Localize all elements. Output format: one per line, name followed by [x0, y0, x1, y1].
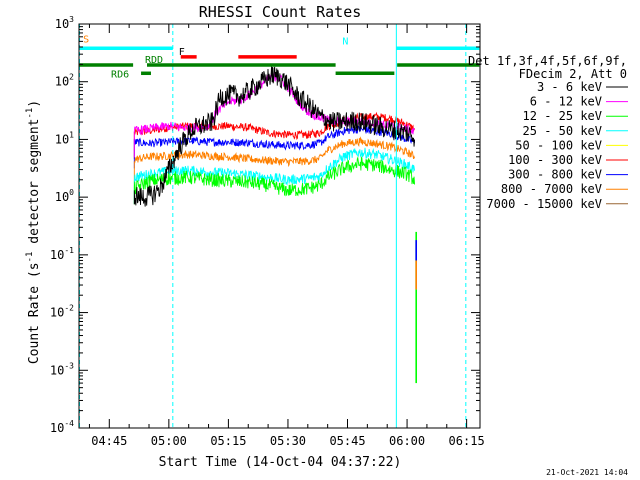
plot-frame: [78, 23, 481, 429]
x-tick-label: 06:00: [389, 434, 425, 448]
series-line-12-25-kev: [133, 156, 416, 205]
legend-entry-label: 6 - 12 keV: [530, 95, 602, 109]
legend-entry-label: 12 - 25 keV: [523, 109, 602, 123]
x-axis-label: Start Time (14-Oct-04 04:37:22): [159, 455, 402, 470]
flag-label-rdd: RDD: [145, 55, 163, 66]
series-line-800-7000-kev: [133, 136, 415, 186]
x-tick-label: 05:15: [210, 434, 246, 448]
flag-label-n: N: [342, 36, 348, 47]
flag-label-s: S: [83, 34, 89, 45]
x-tick-label: 05:30: [270, 434, 306, 448]
legend-entry-label: 3 - 6 keV: [537, 80, 602, 94]
y-axis-label: Count Rate (s-1 detector segment-1): [25, 100, 42, 364]
legend-entry-label: 100 - 300 keV: [508, 153, 602, 167]
legend-entry-label: 50 - 100 keV: [515, 138, 602, 152]
series-line-3-6-kev: [133, 65, 416, 207]
x-tick-label: 05:45: [329, 434, 365, 448]
chart-title: RHESSI Count Rates: [199, 3, 362, 21]
x-tick-label: 05:00: [151, 434, 187, 448]
legend: Det 1f,3f,4f,5f,6f,9f,FDecim 2, Att 03 -…: [468, 54, 628, 211]
legend-header-line-1: Det 1f,3f,4f,5f,6f,9f,: [468, 54, 627, 68]
plot-area: S N F RDD RD6: [79, 24, 480, 428]
legend-entry-label: 7000 - 15000 keV: [486, 197, 602, 211]
legend-header-line-2: FDecim 2, Att 0: [519, 67, 627, 81]
flag-label-f: F: [179, 47, 185, 58]
legend-entry-label: 300 - 800 keV: [508, 168, 602, 182]
x-tick-label: 06:15: [449, 434, 485, 448]
flag-label-rd6: RD6: [111, 69, 129, 80]
x-tick-label: 04:45: [91, 434, 127, 448]
series-line-25-50-kev: [133, 147, 416, 204]
legend-entry-label: 25 - 50 keV: [523, 124, 602, 138]
legend-entry-label: 800 - 7000 keV: [501, 182, 602, 196]
footer-timestamp: 21-Oct-2021 14:04: [546, 468, 628, 477]
